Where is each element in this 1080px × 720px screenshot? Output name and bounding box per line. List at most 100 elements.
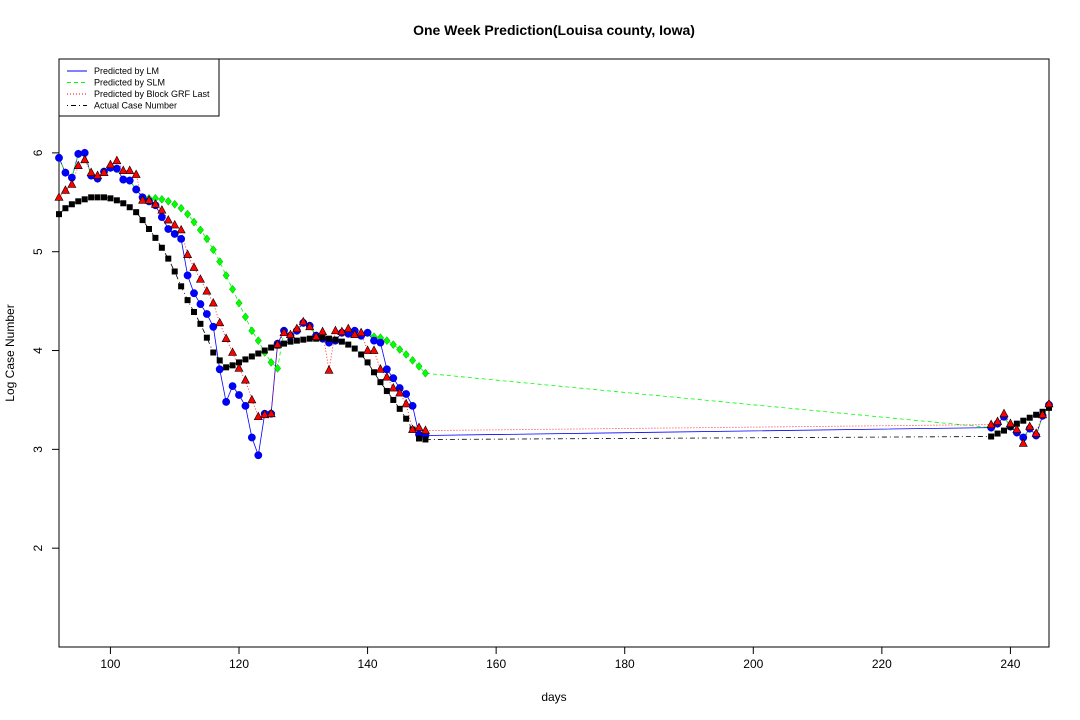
legend-label-grf: Predicted by Block GRF Last xyxy=(94,89,210,99)
point-actual xyxy=(1001,427,1007,434)
point-grf xyxy=(999,408,1009,418)
point-grf xyxy=(195,274,205,283)
x-tick-label: 140 xyxy=(358,657,378,671)
point-grf xyxy=(414,422,424,431)
point-grf xyxy=(183,249,193,258)
point-grf xyxy=(138,195,148,204)
x-tick-label: 120 xyxy=(229,657,249,671)
point-grf xyxy=(157,205,167,214)
point-grf xyxy=(99,167,109,176)
point-actual xyxy=(326,335,332,342)
point-lm xyxy=(254,451,263,460)
point-actual xyxy=(988,433,995,440)
point-lm xyxy=(363,328,372,337)
point-actual xyxy=(1026,414,1033,421)
point-actual xyxy=(332,336,339,343)
point-actual xyxy=(184,297,191,304)
point-actual xyxy=(88,194,95,201)
point-lm xyxy=(125,176,134,185)
point-slm xyxy=(409,356,417,365)
point-actual xyxy=(165,255,172,262)
point-actual xyxy=(197,320,204,327)
y-tick-label: 2 xyxy=(31,545,45,552)
point-grf xyxy=(1044,398,1054,408)
point-lm xyxy=(235,391,243,399)
point-grf xyxy=(208,297,218,307)
point-grf xyxy=(343,323,353,333)
point-grf xyxy=(247,394,257,404)
point-grf xyxy=(273,339,283,348)
point-actual xyxy=(178,283,185,290)
point-grf xyxy=(176,224,186,234)
y-axis-label: Log Case Number xyxy=(3,304,17,401)
point-grf xyxy=(54,192,64,201)
point-grf xyxy=(1038,409,1048,419)
point-lm xyxy=(209,322,218,331)
x-tick-label: 200 xyxy=(743,657,763,671)
point-actual xyxy=(56,211,62,218)
point-grf xyxy=(125,165,135,174)
point-slm xyxy=(248,326,256,336)
y-tick-label: 5 xyxy=(31,248,45,255)
point-grf xyxy=(118,165,128,174)
point-actual xyxy=(1020,417,1027,424)
y-tick-label: 3 xyxy=(31,446,45,453)
series-line-slm xyxy=(58,152,1050,439)
point-actual xyxy=(364,359,371,366)
point-actual xyxy=(223,364,230,371)
point-lm xyxy=(74,149,83,158)
point-grf xyxy=(80,154,90,164)
point-grf xyxy=(234,363,244,372)
point-lm xyxy=(55,153,63,162)
point-lm xyxy=(177,234,186,243)
point-grf xyxy=(150,199,160,208)
x-tick-label: 100 xyxy=(100,657,120,671)
point-actual xyxy=(158,244,165,251)
point-actual xyxy=(248,353,255,360)
point-slm xyxy=(254,336,262,346)
point-grf xyxy=(1012,424,1022,433)
point-actual xyxy=(191,308,197,315)
point-grf xyxy=(408,424,418,433)
point-grf xyxy=(260,409,270,419)
point-lm xyxy=(376,338,385,347)
point-grf xyxy=(189,262,199,271)
point-lm xyxy=(389,374,398,383)
point-slm xyxy=(421,368,429,378)
point-grf xyxy=(298,316,308,326)
point-slm xyxy=(402,350,410,359)
y-tick-label: 4 xyxy=(31,347,45,354)
series-points xyxy=(54,148,1054,460)
point-lm xyxy=(61,168,70,177)
point-lm xyxy=(170,230,179,238)
series-line-grf xyxy=(58,159,1050,445)
point-slm xyxy=(383,336,391,346)
plot-frame xyxy=(58,58,1050,648)
point-grf xyxy=(305,321,315,331)
point-grf xyxy=(311,331,321,340)
point-actual xyxy=(139,217,146,224)
point-actual xyxy=(1033,411,1040,418)
point-actual xyxy=(107,195,114,202)
point-slm xyxy=(229,284,237,294)
point-grf xyxy=(60,185,70,194)
point-actual xyxy=(62,205,69,212)
point-grf xyxy=(986,419,996,428)
point-actual xyxy=(261,347,268,354)
point-actual xyxy=(81,196,88,203)
point-actual xyxy=(994,430,1001,437)
y-axis: 2 3 4 5 6 xyxy=(31,149,59,552)
point-grf xyxy=(1005,418,1015,427)
point-actual xyxy=(1013,420,1020,427)
point-grf xyxy=(420,425,430,434)
legend-label-slm: Predicted by SLM xyxy=(94,78,165,88)
point-grf xyxy=(144,195,154,204)
point-actual xyxy=(146,225,152,232)
point-grf xyxy=(369,345,379,354)
point-slm xyxy=(415,361,423,371)
point-slm xyxy=(190,217,198,227)
point-actual xyxy=(68,201,75,208)
point-grf xyxy=(356,327,366,337)
point-actual xyxy=(120,200,127,207)
